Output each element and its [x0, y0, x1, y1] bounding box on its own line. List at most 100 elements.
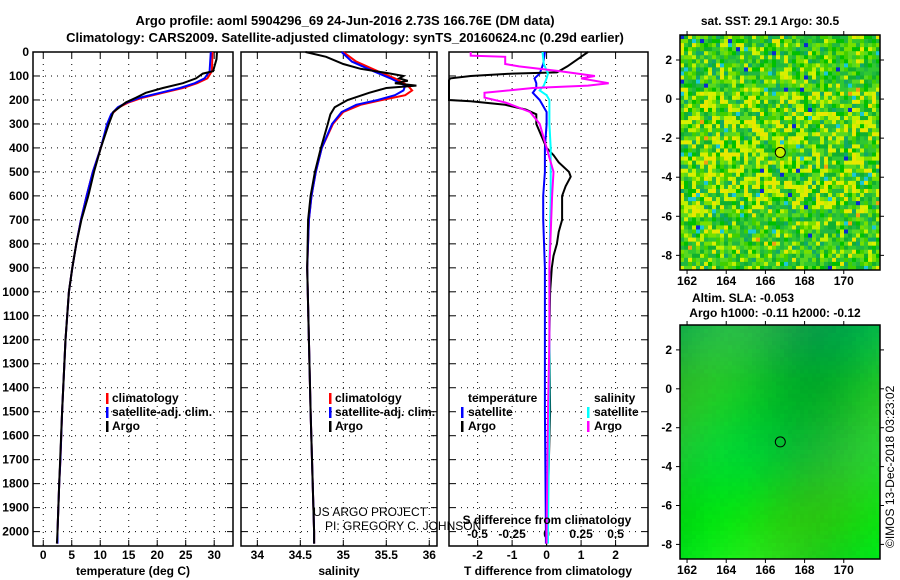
map-cell	[780, 197, 785, 202]
map-cell	[864, 217, 869, 222]
map-cell	[732, 209, 737, 214]
map-cell	[872, 361, 877, 366]
map-cell	[756, 325, 761, 330]
map-cell	[824, 221, 829, 226]
map-cell	[812, 217, 817, 222]
map-cell	[728, 188, 733, 194]
map-cell	[788, 55, 793, 60]
map-cell	[744, 172, 749, 178]
map-cell	[720, 405, 725, 411]
map-cell	[720, 381, 725, 386]
map-cell	[840, 83, 845, 89]
map-cell	[744, 393, 749, 399]
map-cell	[876, 433, 881, 439]
map-cell	[680, 349, 685, 354]
map-cell	[780, 201, 785, 206]
map-cell	[784, 193, 789, 198]
map-cell	[680, 433, 685, 439]
x-tick-label: 1	[578, 548, 585, 562]
map-cell	[684, 345, 689, 350]
map-cell	[768, 43, 773, 48]
map-cell	[820, 87, 825, 93]
map-cell	[796, 393, 801, 399]
map-cell	[844, 193, 849, 198]
map-cell	[760, 71, 765, 76]
map-cell	[716, 156, 721, 161]
map-cell	[836, 160, 841, 166]
map-cell	[752, 184, 757, 190]
map-cell	[868, 205, 873, 210]
map-cell	[800, 160, 805, 166]
map-cell	[816, 345, 821, 350]
map-cell	[768, 413, 773, 419]
map-cell	[840, 188, 845, 194]
map-cell	[680, 132, 685, 137]
map-cell	[812, 329, 817, 334]
map-cell	[804, 337, 809, 342]
map-cell	[856, 99, 861, 105]
map-cell	[680, 152, 685, 157]
map-cell	[760, 99, 765, 105]
map-cell	[732, 205, 737, 210]
map-cell	[856, 385, 861, 390]
map-cell	[684, 132, 689, 137]
map-cell	[820, 450, 825, 455]
map-cell	[876, 253, 881, 259]
map-cell	[864, 197, 869, 202]
map-cell	[868, 217, 873, 222]
map-cell	[864, 67, 869, 72]
map-cell	[724, 442, 729, 447]
map-cell	[700, 83, 705, 89]
map-cell	[736, 43, 741, 48]
depth-tick-label: 300	[9, 117, 29, 131]
map-cell	[696, 437, 701, 443]
map-cell	[816, 225, 821, 230]
map-cell	[756, 201, 761, 206]
map-cell	[832, 225, 837, 230]
map-cell	[864, 91, 869, 97]
map-cell	[860, 421, 865, 427]
map-cell	[772, 39, 777, 44]
map-cell	[844, 261, 849, 267]
map-cell	[812, 35, 817, 40]
map-cell	[708, 59, 713, 64]
map-cell	[792, 377, 797, 382]
map-cell	[844, 353, 849, 358]
map-cell	[840, 409, 845, 415]
map-cell	[768, 217, 773, 222]
map-cell	[796, 43, 801, 48]
map-cell	[756, 59, 761, 64]
map-cell	[776, 329, 781, 334]
map-cell	[824, 237, 829, 243]
map-cell	[800, 241, 805, 247]
map-cell	[736, 229, 741, 234]
map-cell	[780, 99, 785, 105]
map-cell	[824, 51, 829, 56]
x-tick-label: 35	[337, 548, 351, 562]
map-cell	[800, 140, 805, 145]
map-cell	[716, 369, 721, 374]
map-cell	[812, 353, 817, 358]
map-cell	[820, 345, 825, 350]
map-cell	[748, 405, 753, 411]
map-cell	[712, 337, 717, 342]
map-cell	[772, 345, 777, 350]
map-cell	[848, 209, 853, 214]
map-cell	[704, 377, 709, 382]
map-cell	[728, 87, 733, 93]
map-cell	[796, 95, 801, 101]
map-cell	[776, 79, 781, 85]
map-cell	[708, 144, 713, 149]
map-cell	[732, 87, 737, 93]
map-cell	[812, 184, 817, 190]
map-cell	[712, 205, 717, 210]
map-cell	[720, 237, 725, 243]
map-cell	[684, 333, 689, 338]
map-cell	[748, 333, 753, 338]
map-cell	[764, 454, 769, 459]
map-cell	[864, 71, 869, 76]
map-cell	[752, 209, 757, 214]
map-cell	[816, 71, 821, 76]
map-cell	[740, 217, 745, 222]
map-cell	[736, 197, 741, 202]
